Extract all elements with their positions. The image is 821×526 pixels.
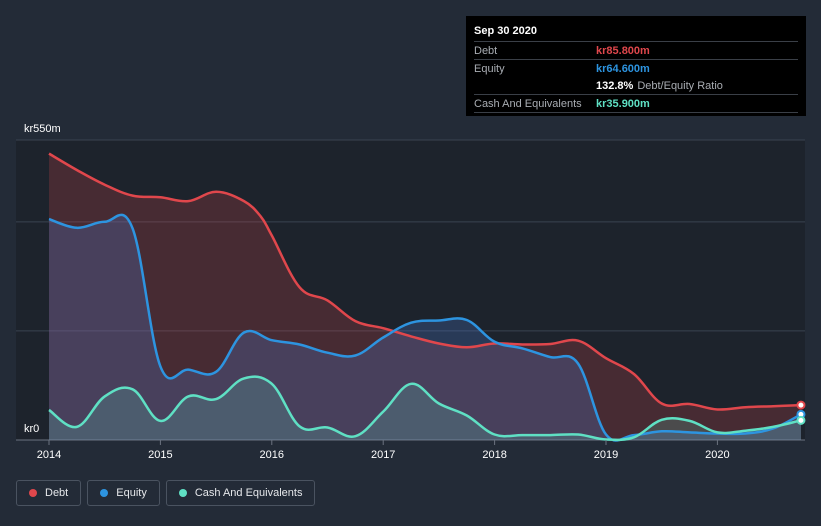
tooltip-equity-value: kr64.600m bbox=[596, 62, 650, 75]
tooltip-ratio-row: 132.8% Debt/Equity Ratio bbox=[474, 77, 798, 94]
tooltip-panel: Sep 30 2020 Debt kr85.800m Equity kr64.6… bbox=[466, 16, 806, 116]
legend-item-equity[interactable]: Equity bbox=[87, 480, 160, 506]
legend-label-equity: Equity bbox=[116, 487, 147, 499]
series-endpoints bbox=[796, 400, 806, 425]
legend-label-debt: Debt bbox=[45, 487, 69, 499]
gridlines bbox=[16, 139, 805, 441]
legend: Debt Equity Cash And Equivalents bbox=[16, 480, 321, 506]
x-tick-label: 2015 bbox=[148, 449, 172, 461]
cash-endpoint bbox=[796, 415, 806, 425]
tooltip-date: Sep 30 2020 bbox=[474, 25, 537, 37]
x-tick-label: 2020 bbox=[705, 449, 729, 461]
debt-dot-icon bbox=[29, 489, 37, 497]
x-tick-label: 2018 bbox=[482, 449, 506, 461]
series-lines bbox=[48, 152, 802, 442]
x-axis: 2014 2015 2016 2017 2018 2019 2020 bbox=[37, 440, 730, 461]
tooltip-equity-row: Equity kr64.600m bbox=[474, 59, 798, 77]
x-tick-label: 2017 bbox=[371, 449, 395, 461]
cash-area bbox=[49, 376, 801, 440]
series-areas bbox=[49, 153, 801, 441]
legend-item-cash[interactable]: Cash And Equivalents bbox=[165, 480, 316, 506]
debt-endpoint bbox=[796, 400, 806, 410]
tooltip-debt-label: Debt bbox=[474, 44, 498, 57]
y-axis: kr550m kr0 bbox=[24, 123, 61, 435]
y-tick-label-zero: kr0 bbox=[24, 423, 39, 435]
cash-dot-icon bbox=[178, 489, 187, 497]
legend-label-cash: Cash And Equivalents bbox=[194, 487, 303, 499]
equity-area bbox=[49, 214, 801, 441]
cash-line bbox=[48, 375, 802, 442]
x-tick-label: 2019 bbox=[594, 449, 618, 461]
equity-line bbox=[48, 213, 802, 442]
y-tick-label-max: kr550m bbox=[24, 123, 61, 135]
equity-dot-icon bbox=[100, 489, 109, 497]
x-tick-label: 2014 bbox=[37, 449, 61, 461]
debt-area bbox=[49, 153, 801, 441]
plot-background bbox=[16, 140, 805, 440]
tooltip-equity-label: Equity bbox=[474, 62, 505, 75]
debt-line bbox=[48, 152, 802, 411]
tooltip-cash-value: kr35.900m bbox=[596, 97, 650, 110]
tooltip-debt-row: Debt kr85.800m bbox=[474, 41, 798, 59]
x-tick-label: 2016 bbox=[260, 449, 284, 461]
tooltip-debt-value: kr85.800m bbox=[596, 44, 650, 57]
legend-item-debt[interactable]: Debt bbox=[16, 480, 82, 506]
tooltip-cash-label: Cash And Equivalents bbox=[474, 97, 582, 110]
tooltip-ratio-label: Debt/Equity Ratio bbox=[637, 79, 723, 92]
tooltip-ratio-value: 132.8% bbox=[596, 79, 634, 92]
tooltip-cash-row: Cash And Equivalents kr35.900m bbox=[474, 94, 798, 113]
